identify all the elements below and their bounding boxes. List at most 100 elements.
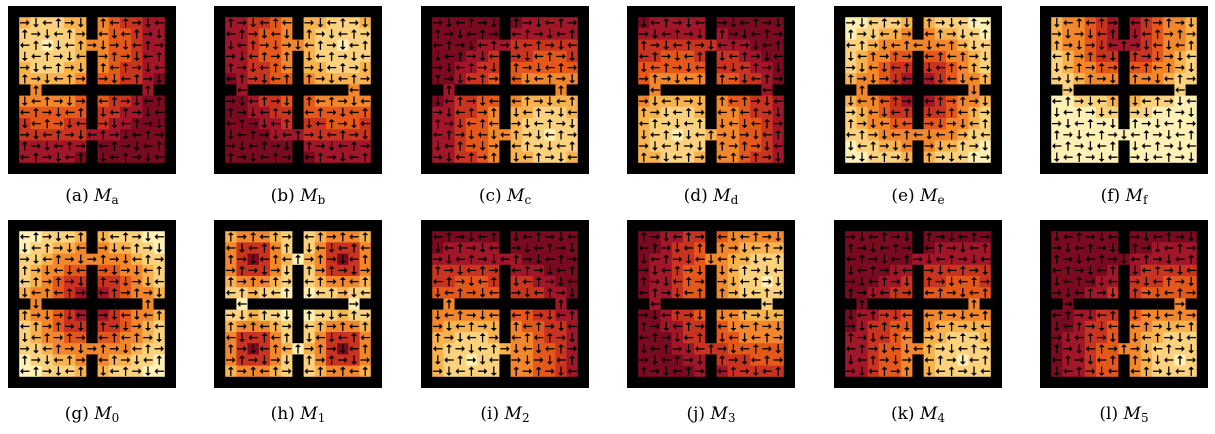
wall-cell [1118, 84, 1130, 96]
quiver-arrow-head [37, 267, 41, 274]
quiver-arrow-head [306, 294, 313, 298]
quiver-arrow-head [679, 256, 683, 263]
wall-cell [845, 84, 857, 96]
quiver-arrow-head [1080, 98, 1084, 105]
quiver-arrow-head [60, 334, 64, 341]
quiver-arrow-head [573, 131, 577, 138]
quiver-arrow-head [468, 136, 475, 140]
quiver-arrow-head [982, 102, 989, 106]
quiver-arrow-head [248, 312, 252, 319]
wall-cell [834, 129, 846, 141]
quiver-arrow-head [66, 58, 73, 62]
wall-cell [544, 376, 556, 388]
wall-cell [421, 95, 433, 108]
quiver-arrow-head [959, 141, 966, 145]
wall-cell [164, 17, 176, 29]
wall-cell [359, 162, 372, 174]
quiver-arrow-head [20, 368, 24, 375]
quiver-arrow-head [239, 288, 245, 292]
quiver-arrow-head [116, 256, 120, 263]
quiver-arrow-head [109, 109, 113, 116]
quiver-arrow-head [529, 256, 533, 263]
quiver-arrow-head [546, 51, 553, 55]
quiver-arrow-head [1164, 120, 1168, 127]
wall-cell [783, 220, 795, 232]
quiver-arrow-head [775, 40, 782, 44]
quiver-arrow-head [545, 19, 549, 26]
quiver-arrow-head [33, 232, 39, 236]
quiver-arrow-head [859, 130, 865, 134]
maze-panel-b [214, 6, 382, 174]
wall-cell [772, 298, 785, 310]
quiver-arrow-head [652, 243, 658, 247]
quiver-arrow-head [270, 289, 274, 296]
quiver-arrow-head [450, 120, 454, 127]
wall-cell [86, 287, 98, 299]
quiver-arrow-head [870, 80, 877, 84]
wall-cell [1118, 118, 1130, 130]
quiver-arrow-head [1096, 31, 1100, 37]
quiver-arrow-head [779, 289, 783, 296]
quiver-arrow-head [243, 64, 247, 71]
wall-cell [727, 84, 740, 96]
wall-cell [214, 365, 226, 378]
wall-cell [660, 298, 673, 310]
quiver-arrow-head [640, 24, 647, 28]
quiver-arrow-head [21, 29, 28, 33]
wall-cell [236, 162, 248, 174]
quiver-arrow-head [133, 361, 140, 365]
wall-cell [443, 220, 455, 232]
quiver-arrow-head [639, 53, 643, 60]
quiver-arrow-head [243, 256, 247, 263]
quiver-arrow-head [326, 131, 330, 138]
quiver-arrow-head [339, 62, 346, 66]
quiver-arrow-head [444, 53, 448, 60]
wall-cell [772, 220, 785, 232]
wall-cell [52, 376, 65, 388]
wall-cell [1196, 17, 1208, 29]
quiver-arrow-head [333, 345, 337, 352]
quiver-arrow-head [283, 147, 290, 151]
wall-cell [923, 6, 936, 18]
wall-cell [86, 95, 98, 108]
quiver-arrow-head [351, 74, 357, 78]
quiver-arrow-head [328, 339, 335, 343]
wall-cell [1051, 162, 1063, 174]
wall-cell [783, 151, 795, 164]
quiver-arrow-head [696, 74, 703, 78]
wall-cell [912, 6, 924, 18]
quiver-arrow-head [138, 323, 142, 330]
quiver-arrow-head [446, 372, 452, 376]
quiver-arrow-head [735, 31, 739, 37]
quiver-arrow-head [535, 107, 542, 111]
quiver-arrow-head [1092, 109, 1096, 116]
quiver-arrow-head [730, 24, 737, 28]
wall-cell [214, 84, 226, 96]
wall-cell [108, 376, 121, 388]
wall-cell [8, 73, 20, 85]
wall-cell [772, 84, 785, 96]
quiver-arrow-head [546, 316, 553, 320]
quiver-arrow-head [1192, 31, 1196, 37]
wall-cell [41, 298, 54, 310]
wall-cell [86, 264, 98, 277]
wall-cell [52, 298, 65, 310]
wall-cell [142, 376, 154, 388]
quiver-arrow-head [937, 147, 944, 151]
quiver-arrow-head [473, 312, 477, 319]
quiver-arrow-head [674, 265, 681, 269]
wall-cell [337, 220, 349, 232]
quiver-arrow-head [762, 256, 766, 263]
quiver-arrow-head [82, 98, 86, 105]
quiver-arrow-head [277, 312, 281, 319]
quiver-arrow-head [143, 143, 147, 149]
quiver-arrow-head [535, 232, 542, 236]
wall-cell [292, 354, 304, 366]
quiver-arrow-head [156, 80, 163, 84]
quiver-arrow-head [339, 158, 346, 162]
quiver-arrow-head [338, 245, 342, 251]
wall-cell [946, 6, 958, 18]
wall-cell [8, 287, 20, 299]
quiver-arrow-head [524, 80, 531, 84]
wall-cell [292, 6, 304, 18]
